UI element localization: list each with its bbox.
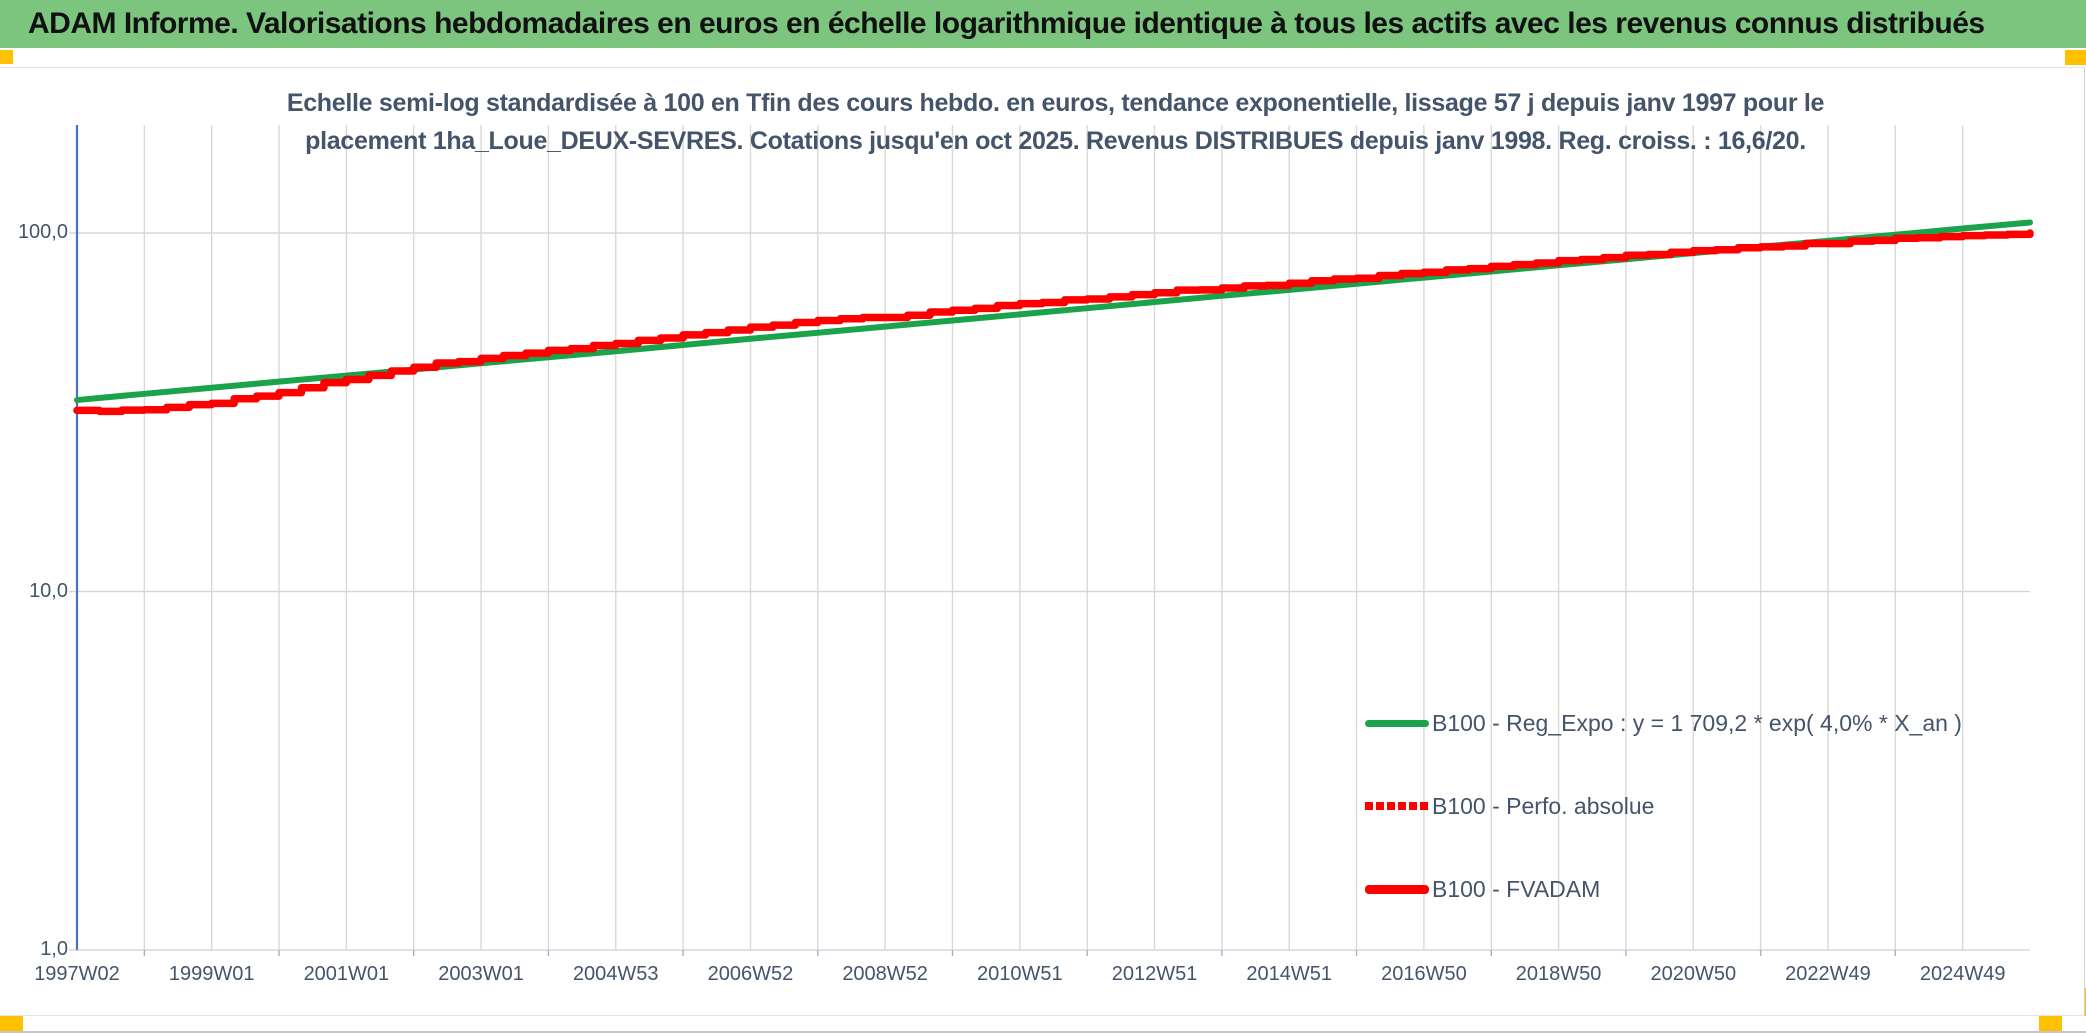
x-tick-label: 2014W51	[1246, 963, 1333, 985]
x-tick-label: 2004W53	[572, 963, 659, 985]
x-tick-label: 1999W01	[168, 963, 255, 985]
page-title: ADAM Informe. Valorisations hebdomadaire…	[28, 7, 1985, 40]
chart-subtitle-line1: Echelle semi-log standardisée à 100 en T…	[286, 89, 1825, 117]
bottom-edge	[0, 1031, 2086, 1033]
chart-subtitle-line2: placement 1ha_Loue_DEUX-SEVRES. Cotation…	[305, 127, 1806, 155]
x-tick-label: 1997W02	[34, 963, 120, 985]
series-line	[74, 230, 2033, 414]
x-tick-label: 2006W52	[707, 963, 794, 985]
y-tick-label-1: 1,0	[40, 938, 68, 960]
header-band: ADAM Informe. Valorisations hebdomadaire…	[0, 0, 2086, 48]
x-tick-label: 2003W01	[438, 963, 524, 985]
x-tick-label: 2010W51	[977, 963, 1063, 985]
x-tick-label: 2008W52	[842, 963, 928, 985]
corner-marker-top-right	[2065, 50, 2086, 65]
y-tick-label-10: 10,0	[29, 580, 68, 602]
y-tick-label-100: 100,0	[17, 221, 68, 243]
corner-marker-bottom-right	[2039, 1016, 2062, 1033]
corner-marker-bottom-left	[0, 1016, 23, 1033]
x-tick-label: 2001W01	[303, 963, 390, 985]
corner-marker-top-left	[0, 50, 13, 64]
x-tick-label: 2022W49	[1785, 963, 1871, 985]
chart-subtitle: Echelle semi-log standardisée à 100 en T…	[77, 84, 2034, 160]
x-axis-labels: 1997W02 1999W01 2001W01 2003W01 2004W53 2006W…	[0, 963, 2086, 989]
x-tick-label: 2020W50	[1650, 963, 1737, 985]
x-tick-label: 2024W49	[1919, 963, 2006, 985]
series-line	[73, 229, 2034, 416]
x-tick-label: 2018W50	[1515, 963, 1602, 985]
x-tick-label: 2012W51	[1111, 963, 1198, 985]
chart-frame	[0, 67, 2085, 1016]
x-tick-label: 2016W50	[1381, 963, 1467, 985]
